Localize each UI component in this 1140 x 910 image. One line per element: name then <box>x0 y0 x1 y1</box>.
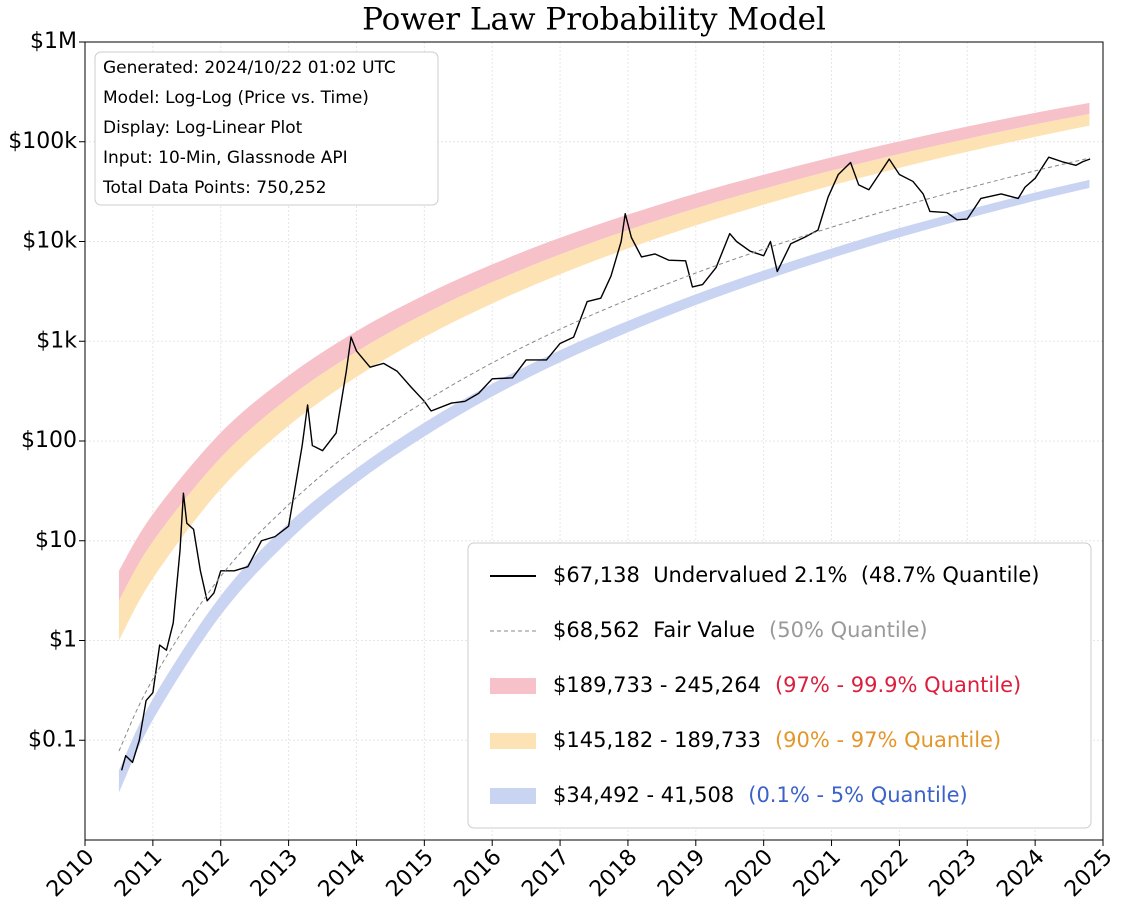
legend-swatch <box>490 678 536 694</box>
legend-quantile: (0.1% - 5% Quantile) <box>748 783 968 807</box>
y-tick-label: $1 <box>49 628 77 653</box>
legend-quantile: (97% - 99.9% Quantile) <box>775 673 1021 697</box>
x-tick-label: 2015 <box>382 845 439 902</box>
legend-label: $67,138 Undervalued 2.1% (48.7% Quantile… <box>553 563 1039 587</box>
x-tick-label: 2017 <box>517 845 574 902</box>
x-tick-label: 2023 <box>924 845 981 902</box>
x-tick-label: 2018 <box>585 845 642 902</box>
price-line <box>120 156 1091 771</box>
chart-title: Power Law Probability Model <box>362 2 826 38</box>
x-tick-label: 2013 <box>246 845 303 902</box>
y-tick-label: $10k <box>22 229 77 254</box>
y-tick-label: $1k <box>36 328 77 353</box>
legend-label: $145,182 - 189,733 <box>553 728 761 752</box>
x-tick-label: 2020 <box>721 845 778 902</box>
info-box <box>94 51 439 206</box>
y-tick-label: $100 <box>21 428 77 453</box>
info-line: Display: Log-Linear Plot <box>103 118 303 138</box>
y-tick-label: $10 <box>35 528 77 553</box>
plot-frame <box>84 41 1104 841</box>
legend-swatch <box>490 788 536 804</box>
x-tick-label: 2022 <box>857 845 914 902</box>
legend-entry: $68,562 Fair Value (50% Quantile) <box>553 618 928 642</box>
x-tick-label: 2019 <box>653 845 710 902</box>
legend-label: $34,492 - 41,508 <box>553 783 734 807</box>
legend-quantile: (90% - 97% Quantile) <box>775 728 1001 752</box>
x-tick-label: 2014 <box>314 845 371 902</box>
x-tick-label: 2025 <box>1060 845 1117 902</box>
x-tick-label: 2012 <box>178 845 235 902</box>
y-tick-label: $100k <box>8 129 77 154</box>
legend-entry: $145,182 - 189,733 (90% - 97% Quantile) <box>553 728 1001 752</box>
x-tick-label: 2011 <box>110 845 167 902</box>
info-line: Input: 10-Min, Glassnode API <box>103 148 348 168</box>
fair-value-line <box>118 157 1090 752</box>
y-tick-label: $1M <box>30 29 77 54</box>
y-tick-label: $0.1 <box>28 727 77 752</box>
legend-entry: $189,733 - 245,264 (97% - 99.9% Quantile) <box>553 673 1021 697</box>
x-tick-label: 2024 <box>992 845 1049 902</box>
info-line: Total Data Points: 750,252 <box>102 178 327 198</box>
x-tick-label: 2016 <box>449 845 506 902</box>
info-line: Model: Log-Log (Price vs. Time) <box>103 88 369 108</box>
legend-entry: $67,138 Undervalued 2.1% (48.7% Quantile… <box>553 563 1039 587</box>
info-line: Generated: 2024/10/22 01:02 UTC <box>103 58 396 78</box>
legend-entry: $34,492 - 41,508 (0.1% - 5% Quantile) <box>553 783 968 807</box>
x-tick-label: 2021 <box>789 845 846 902</box>
legend-swatch <box>490 733 536 749</box>
legend-label: $189,733 - 245,264 <box>553 673 761 697</box>
legend-label: $68,562 Fair Value <box>553 618 755 642</box>
legend-box <box>467 542 1092 829</box>
x-tick-label: 2010 <box>42 845 99 902</box>
legend-quantile: (50% Quantile) <box>769 618 928 642</box>
